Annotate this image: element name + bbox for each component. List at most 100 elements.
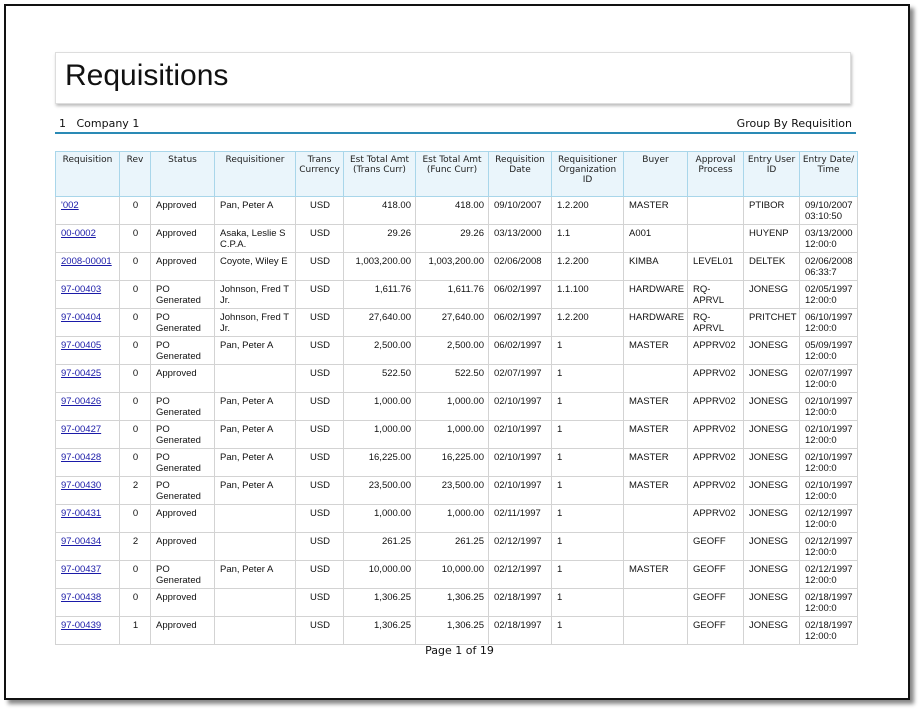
requisition-link[interactable]: '002 <box>61 200 79 211</box>
table-cell <box>623 504 688 533</box>
table-cell: 1,003,200.00 <box>415 252 489 281</box>
column-header: Rev <box>119 151 151 197</box>
requisition-link[interactable]: 97-00403 <box>61 284 102 295</box>
table-cell: 29.26 <box>343 224 416 253</box>
table-cell: 02/10/1997 <box>488 476 552 505</box>
table-cell: 0 <box>119 280 151 309</box>
table-cell: 97-00425 <box>55 364 120 393</box>
table-cell: 0 <box>119 364 151 393</box>
table-cell: 1 <box>551 532 624 561</box>
table-row: 97-00426 0 PO Generated Pan, Peter A USD 1,00… <box>55 392 858 421</box>
table-header: Requisition Rev Status Requisitioner Trans C… <box>55 151 858 197</box>
requisitions-table: Requisition Rev Status Requisitioner Trans C… <box>55 151 858 645</box>
table-cell: 97-00427 <box>55 420 120 449</box>
table-cell: 1,000.00 <box>415 504 489 533</box>
table-cell: MASTER <box>623 476 688 505</box>
table-cell: 1.2.200 <box>551 308 624 337</box>
requisition-link[interactable]: 97-00431 <box>61 508 102 519</box>
table-cell: GEOFF <box>687 532 744 561</box>
table-cell: 1 <box>551 336 624 365</box>
table-cell: RQ-APRVL <box>687 308 744 337</box>
table-cell: 05/09/1997 12:00:0 <box>799 336 858 365</box>
requisition-link[interactable]: 97-00437 <box>61 564 102 575</box>
table-cell: 0 <box>119 504 151 533</box>
table-cell: 02/12/1997 12:00:0 <box>799 532 858 561</box>
table-cell: MASTER <box>623 560 688 589</box>
table-cell: USD <box>295 560 344 589</box>
table-cell: 97-00438 <box>55 588 120 617</box>
table-cell <box>623 364 688 393</box>
requisition-link[interactable]: 97-00426 <box>61 396 102 407</box>
table-cell: 261.25 <box>415 532 489 561</box>
table-cell: 1 <box>551 560 624 589</box>
table-cell: 1,306.25 <box>415 588 489 617</box>
table-cell: 16,225.00 <box>343 448 416 477</box>
table-cell: 02/06/2008 <box>488 252 552 281</box>
requisition-link[interactable]: 97-00427 <box>61 424 102 435</box>
table-cell <box>214 588 296 617</box>
requisition-link[interactable]: 00-0002 <box>61 228 96 239</box>
table-cell: 522.50 <box>343 364 416 393</box>
table-cell: 06/02/1997 <box>488 308 552 337</box>
table-row: 97-00403 0 PO Generated Johnson, Fred T Jr.… <box>55 280 858 309</box>
table-cell: 2,500.00 <box>343 336 416 365</box>
requisition-link[interactable]: 97-00430 <box>61 480 102 491</box>
requisition-link[interactable]: 97-00425 <box>61 368 102 379</box>
requisition-link[interactable]: 97-00428 <box>61 452 102 463</box>
table-cell <box>687 224 744 253</box>
column-header: Entry Date/ Time <box>799 151 858 197</box>
table-row: 97-00404 0 PO Generated Johnson, Fred T Jr.… <box>55 308 858 337</box>
table-cell: 02/07/1997 <box>488 364 552 393</box>
table-cell: 1 <box>551 476 624 505</box>
table-cell: APPRV02 <box>687 448 744 477</box>
requisition-link[interactable]: 97-00438 <box>61 592 102 603</box>
table-cell: 02/12/1997 12:00:0 <box>799 560 858 589</box>
table-cell: Asaka, Leslie S C.P.A. <box>214 224 296 253</box>
table-cell: PO Generated <box>150 336 215 365</box>
table-row: 97-00425 0 Approved USD 522.50 522.50 02/07/19… <box>55 364 858 393</box>
requisition-link[interactable]: 97-00434 <box>61 536 102 547</box>
table-cell: 1,000.00 <box>343 392 416 421</box>
table-cell: Approved <box>150 532 215 561</box>
table-cell: 97-00405 <box>55 336 120 365</box>
table-cell: 23,500.00 <box>415 476 489 505</box>
table-cell: JONESG <box>743 560 800 589</box>
requisition-link[interactable]: 97-00439 <box>61 620 102 631</box>
table-cell: A001 <box>623 224 688 253</box>
table-cell: JONESG <box>743 588 800 617</box>
table-cell: HUYENP <box>743 224 800 253</box>
requisition-link[interactable]: 97-00405 <box>61 340 102 351</box>
table-cell: 0 <box>119 560 151 589</box>
title-box: Requisitions <box>55 52 851 104</box>
table-cell: 02/10/1997 <box>488 420 552 449</box>
table-cell: Approved <box>150 224 215 253</box>
table-cell: 02/18/1997 12:00:0 <box>799 616 858 645</box>
table-cell: 0 <box>119 420 151 449</box>
table-cell: 27,640.00 <box>343 308 416 337</box>
table-cell: 2,500.00 <box>415 336 489 365</box>
table-cell: USD <box>295 476 344 505</box>
table-cell: 1,000.00 <box>343 420 416 449</box>
table-cell: MASTER <box>623 448 688 477</box>
table-cell: Approved <box>150 616 215 645</box>
table-cell <box>623 588 688 617</box>
table-cell: 02/06/2008 06:33:7 <box>799 252 858 281</box>
table-cell: PO Generated <box>150 560 215 589</box>
table-cell: 06/02/1997 <box>488 336 552 365</box>
table-cell: USD <box>295 392 344 421</box>
table-row: 97-00405 0 PO Generated Pan, Peter A USD 2,50… <box>55 336 858 365</box>
table-cell: 1 <box>551 392 624 421</box>
requisition-link[interactable]: 97-00404 <box>61 312 102 323</box>
table-cell: 02/10/1997 12:00:0 <box>799 448 858 477</box>
table-cell: 0 <box>119 252 151 281</box>
table-cell: 1 <box>551 364 624 393</box>
table-cell: 97-00428 <box>55 448 120 477</box>
table-cell: 1,003,200.00 <box>343 252 416 281</box>
table-row: 97-00439 1 Approved USD 1,306.25 1,306.25 02/1… <box>55 616 858 645</box>
table-cell: APPRV02 <box>687 420 744 449</box>
table-cell: USD <box>295 448 344 477</box>
requisition-link[interactable]: 2008-00001 <box>61 256 112 267</box>
table-cell: Approved <box>150 588 215 617</box>
table-cell: USD <box>295 532 344 561</box>
table-cell: 1,000.00 <box>415 392 489 421</box>
